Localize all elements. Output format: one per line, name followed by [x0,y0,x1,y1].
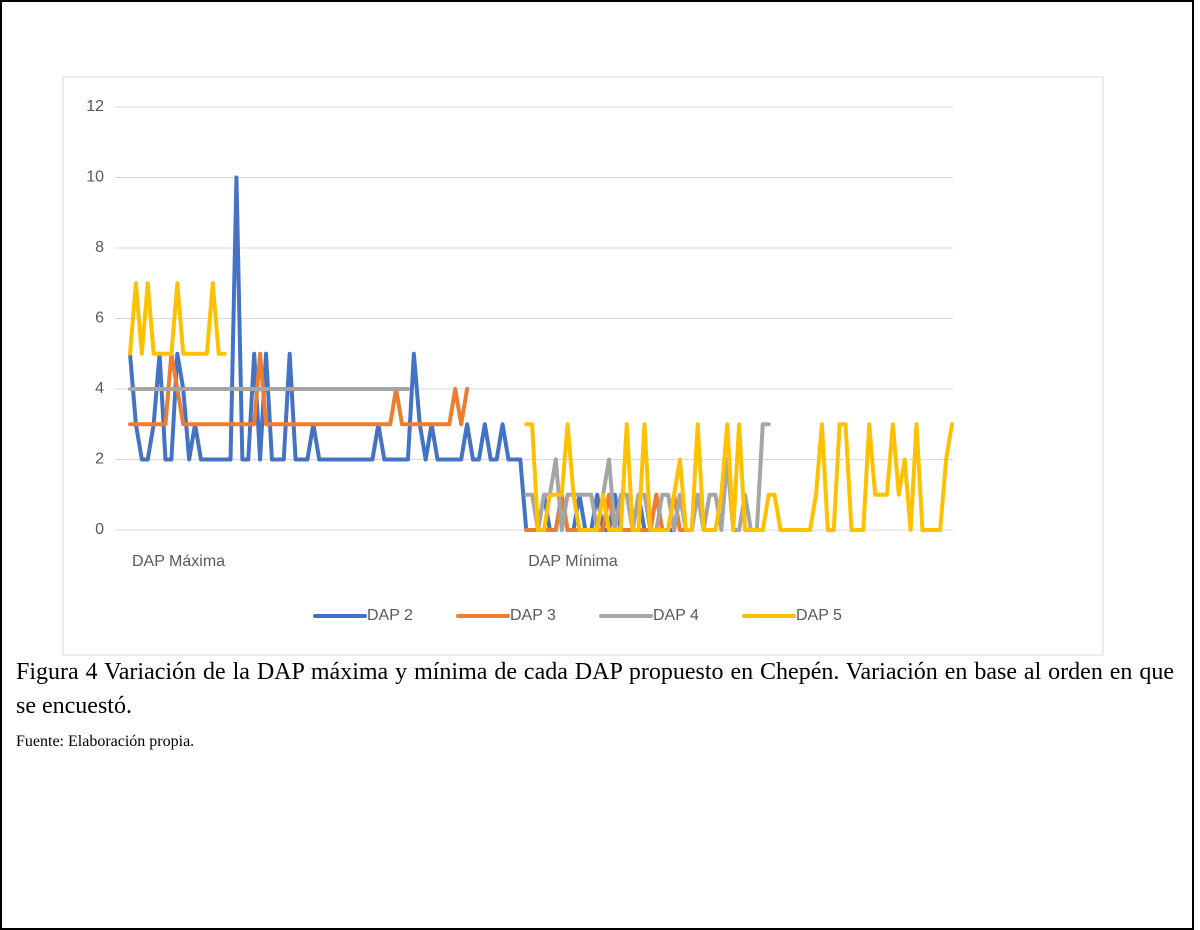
series-line [128,281,954,532]
legend-label: DAP 5 [796,607,842,624]
y-tick-label: 10 [86,169,104,186]
y-tick-label: 8 [95,239,104,256]
legend-label: DAP 3 [510,607,556,624]
legend-label: DAP 4 [653,607,699,624]
figure-caption: Figura 4 Variación de la DAP máxima y mí… [16,659,1174,719]
legend-label: DAP 2 [367,607,413,624]
x-tick-label: DAP Mínima [528,553,618,570]
chart-area [62,76,1104,656]
y-tick-label: 6 [95,310,104,327]
y-tick-label: 0 [95,521,104,538]
y-tick-label: 12 [86,98,104,115]
figure-source: Fuente: Elaboración propia. [16,733,195,750]
y-tick-label: 2 [95,451,104,468]
x-tick-label: DAP Máxima [132,553,225,570]
y-tick-label: 4 [95,380,104,397]
